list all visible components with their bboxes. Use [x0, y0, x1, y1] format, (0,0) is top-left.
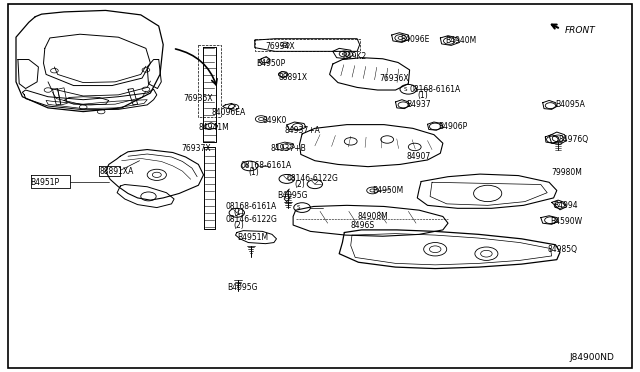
- Text: 84985Q: 84985Q: [547, 245, 577, 254]
- Text: 08168-6161A: 08168-6161A: [241, 161, 292, 170]
- Text: 79980M: 79980M: [552, 169, 582, 177]
- Text: B4950P: B4950P: [256, 59, 285, 68]
- Text: 84908M: 84908M: [357, 212, 388, 221]
- Text: S: S: [297, 205, 301, 210]
- Text: B4906P: B4906P: [438, 122, 468, 131]
- Text: B4095G: B4095G: [277, 191, 308, 200]
- Circle shape: [259, 118, 264, 121]
- Text: B4937: B4937: [406, 100, 431, 109]
- Text: B4940M: B4940M: [445, 36, 476, 45]
- Text: 08168-6161A: 08168-6161A: [410, 85, 461, 94]
- Text: 84976Q: 84976Q: [559, 135, 589, 144]
- Text: B4950M: B4950M: [372, 186, 404, 195]
- Text: 88891X: 88891X: [278, 73, 308, 82]
- Text: 88891XA: 88891XA: [99, 167, 134, 176]
- Circle shape: [370, 189, 375, 192]
- Text: S: S: [244, 163, 248, 169]
- Circle shape: [283, 44, 287, 46]
- Text: S: S: [403, 87, 407, 92]
- Text: J84900ND: J84900ND: [570, 353, 614, 362]
- Circle shape: [342, 53, 346, 55]
- Text: B4951M: B4951M: [237, 233, 268, 242]
- Text: (1): (1): [417, 91, 428, 100]
- Text: 84907: 84907: [406, 152, 431, 161]
- Text: 76936X: 76936X: [380, 74, 409, 83]
- Text: 84937+A: 84937+A: [285, 126, 321, 135]
- Text: (1): (1): [234, 208, 244, 217]
- Text: (1): (1): [248, 168, 259, 177]
- Text: FRONT: FRONT: [564, 26, 595, 35]
- Text: B4095A: B4095A: [556, 100, 586, 109]
- Circle shape: [398, 36, 403, 39]
- Text: 08146-6122G: 08146-6122G: [286, 174, 338, 183]
- Text: 849K2: 849K2: [342, 52, 367, 61]
- Text: B4095G: B4095G: [227, 283, 258, 292]
- Text: 84096EA: 84096EA: [211, 108, 246, 117]
- Text: 84941M: 84941M: [198, 123, 229, 132]
- Text: 84937+B: 84937+B: [270, 144, 306, 153]
- Text: (2): (2): [294, 180, 305, 189]
- Text: (2): (2): [234, 221, 244, 230]
- Text: 08168-6161A: 08168-6161A: [226, 202, 277, 211]
- Text: 849K0: 849K0: [262, 116, 287, 125]
- Text: 76935X: 76935X: [183, 94, 212, 103]
- Text: 76934X: 76934X: [266, 42, 295, 51]
- Text: B4096E: B4096E: [400, 35, 429, 44]
- Text: B4590W: B4590W: [550, 217, 582, 226]
- Text: 8496S: 8496S: [351, 221, 375, 230]
- Text: 08146-6122G: 08146-6122G: [226, 215, 278, 224]
- Text: 76937X: 76937X: [181, 144, 211, 153]
- Text: B4994: B4994: [554, 201, 578, 210]
- Text: B4951P: B4951P: [31, 178, 60, 187]
